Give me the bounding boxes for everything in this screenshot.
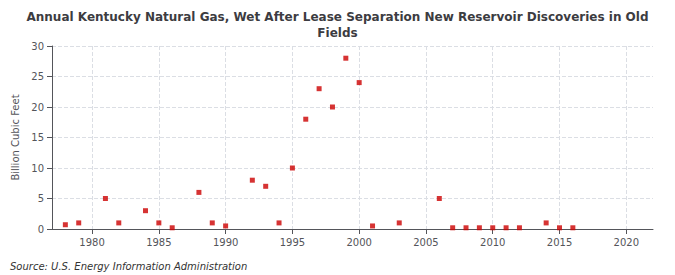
svg-text:1990: 1990 [213, 237, 238, 248]
svg-text:Billion Cubic Feet: Billion Cubic Feet [10, 94, 21, 180]
svg-text:25: 25 [31, 71, 44, 82]
svg-text:2000: 2000 [346, 237, 371, 248]
svg-text:1980: 1980 [79, 237, 104, 248]
svg-text:Fields: Fields [317, 26, 357, 40]
svg-text:15: 15 [31, 132, 44, 143]
svg-text:2010: 2010 [480, 237, 505, 248]
svg-text:0: 0 [38, 224, 44, 235]
svg-text:30: 30 [31, 41, 44, 52]
svg-text:2015: 2015 [547, 237, 572, 248]
svg-text:20: 20 [31, 102, 44, 113]
svg-text:1985: 1985 [146, 237, 171, 248]
svg-text:5: 5 [38, 193, 44, 204]
svg-text:2020: 2020 [614, 237, 639, 248]
svg-text:10: 10 [31, 163, 44, 174]
svg-text:Source: U.S. Energy Informatio: Source: U.S. Energy Information Administ… [10, 261, 247, 272]
svg-text:Annual Kentucky Natural Gas, W: Annual Kentucky Natural Gas, Wet After L… [26, 10, 648, 24]
svg-text:2005: 2005 [413, 237, 438, 248]
svg-text:1995: 1995 [280, 237, 305, 248]
